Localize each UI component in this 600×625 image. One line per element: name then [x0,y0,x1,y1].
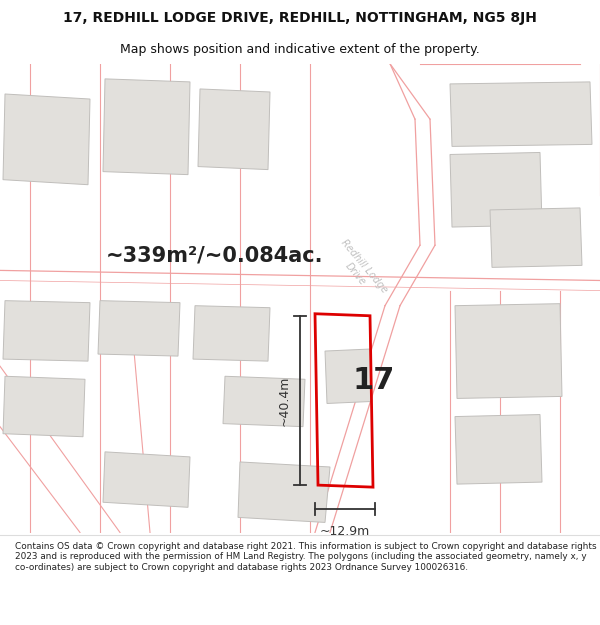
Text: 17, REDHILL LODGE DRIVE, REDHILL, NOTTINGHAM, NG5 8JH: 17, REDHILL LODGE DRIVE, REDHILL, NOTTIN… [63,11,537,25]
Text: ~339m²/~0.084ac.: ~339m²/~0.084ac. [106,245,324,265]
Polygon shape [450,82,592,146]
Polygon shape [3,376,85,437]
Polygon shape [325,349,372,404]
Polygon shape [455,414,542,484]
Polygon shape [455,304,562,398]
Text: ~12.9m: ~12.9m [320,526,370,539]
Polygon shape [450,152,542,227]
Polygon shape [3,301,90,361]
Polygon shape [3,94,90,185]
Text: Map shows position and indicative extent of the property.: Map shows position and indicative extent… [120,43,480,56]
Polygon shape [193,306,270,361]
Text: Redhill Lodge
Drive: Redhill Lodge Drive [331,238,389,302]
Polygon shape [490,208,582,268]
Text: 17: 17 [353,366,395,395]
Polygon shape [103,79,190,174]
Polygon shape [223,376,305,427]
Text: Contains OS data © Crown copyright and database right 2021. This information is : Contains OS data © Crown copyright and d… [15,542,596,571]
Polygon shape [98,301,180,356]
Polygon shape [238,462,330,522]
Polygon shape [198,89,270,169]
Polygon shape [103,452,190,508]
Text: ~40.4m: ~40.4m [277,375,290,426]
